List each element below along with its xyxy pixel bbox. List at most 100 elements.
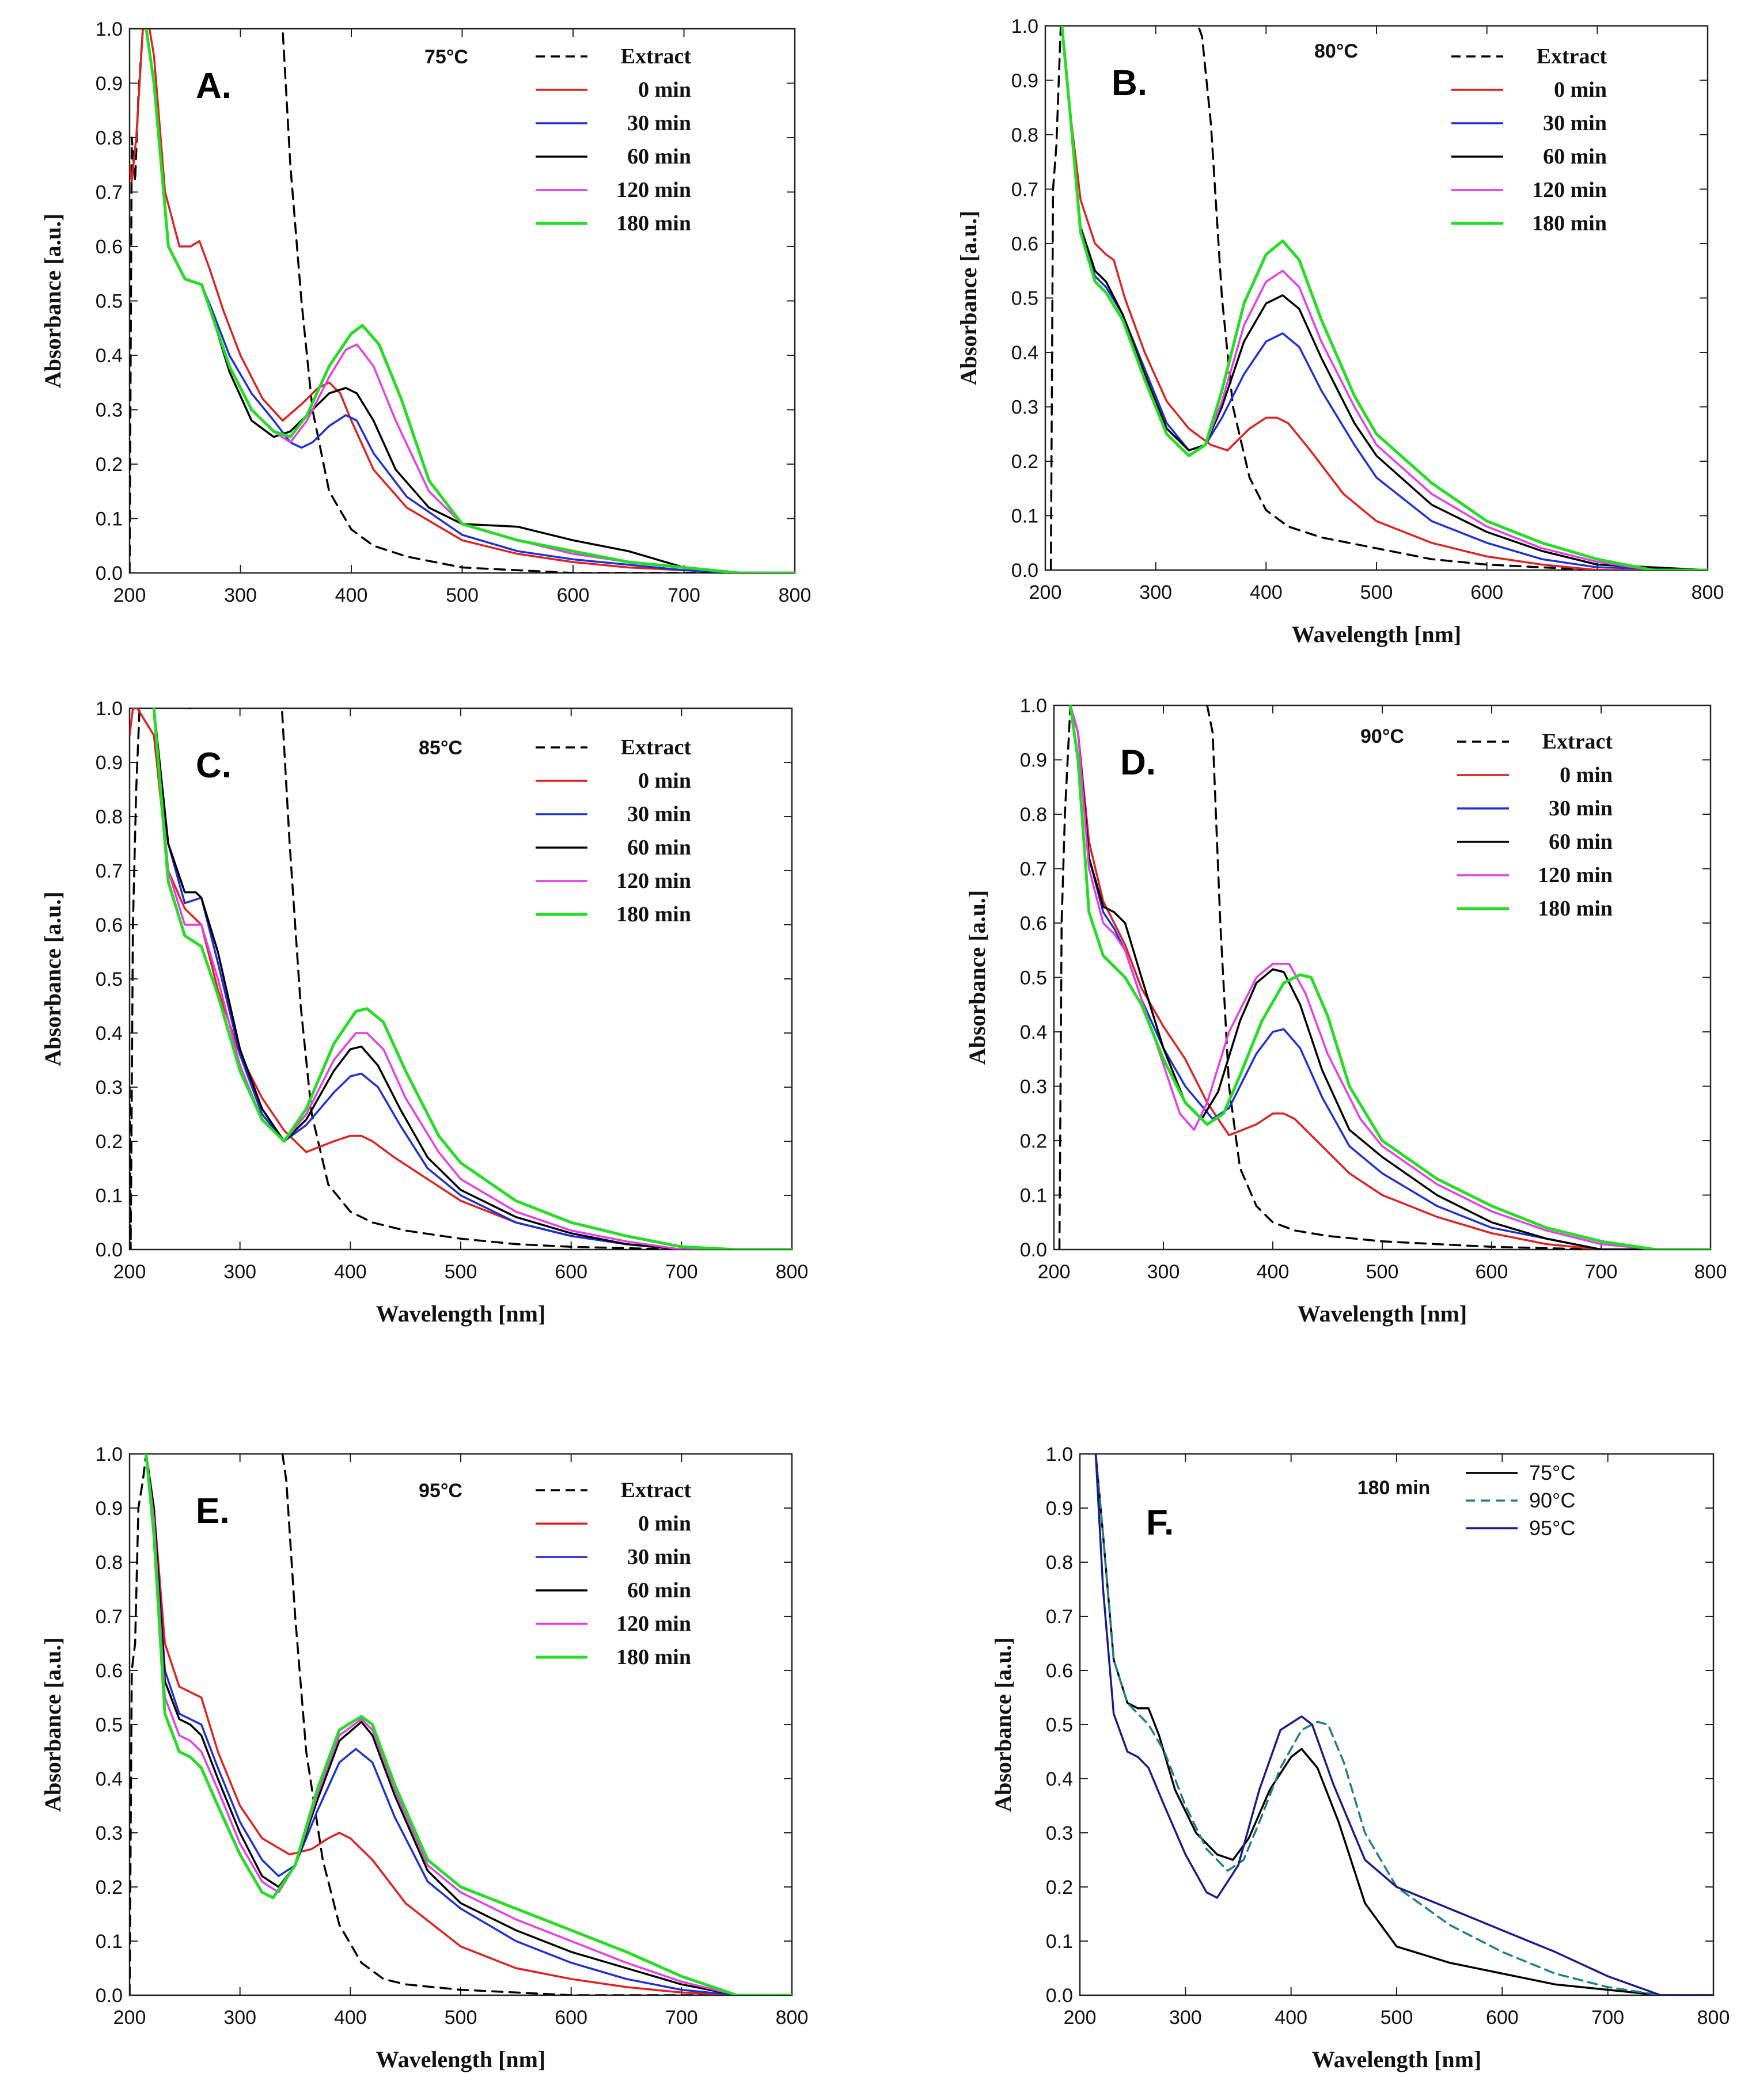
x-tick-label: 200 — [1038, 1261, 1071, 1283]
y-tick-label: 0.2 — [96, 1877, 123, 1898]
y-tick-label: 0.3 — [96, 400, 123, 421]
panel-f: 0.0 0.1 0.2 0.3 0.4 0.5 0.6 0.7 0.8 0.9 1.0 200 300 4… — [990, 1444, 1730, 2072]
legend-label: 120 min — [616, 869, 691, 893]
x-tick-label: 200 — [1029, 582, 1062, 603]
y-tick-label: 0.1 — [96, 1185, 123, 1207]
legend: Extract 0 min 30 min 60 min 120 min 180 min — [1457, 730, 1613, 921]
series-line-0-min — [1069, 705, 1711, 1250]
series-line-120-min — [1069, 705, 1711, 1250]
y-tick-label: 0.0 — [1011, 560, 1038, 582]
y-tick-label: 0.1 — [96, 1931, 123, 1953]
series-line-0-min — [1061, 26, 1708, 570]
legend-label: 0 min — [1554, 78, 1607, 102]
x-tick-label: 600 — [555, 2007, 587, 2029]
series-line-0-min — [145, 1454, 792, 1995]
legend-label: 0 min — [638, 769, 691, 793]
x-tick-label: 600 — [1486, 2007, 1519, 2029]
panel-letter: B. — [1112, 63, 1147, 103]
panel-title: 75°C — [424, 46, 468, 68]
series-line-95-c — [1094, 1454, 1713, 1995]
x-tick-label: 300 — [1139, 582, 1172, 603]
legend: Extract 0 min 30 min 60 min 120 min 180 min — [536, 44, 691, 236]
x-tick-label: 600 — [1476, 1261, 1508, 1283]
series-line-extract — [1049, 26, 1708, 570]
x-tick-label: 400 — [1275, 2007, 1307, 2029]
y-tick-label: 0.1 — [1020, 1185, 1047, 1207]
x-tick-label: 700 — [668, 584, 700, 606]
y-tick-label: 0.5 — [96, 1714, 123, 1736]
series-line-60-min — [1061, 26, 1708, 570]
legend-label: 90°C — [1529, 1488, 1575, 1512]
y-tick-label: 0.6 — [96, 1660, 123, 1682]
x-tick-label: 300 — [1147, 1261, 1180, 1283]
legend-label: 180 min — [1532, 211, 1607, 236]
y-tick-label: 1.0 — [96, 698, 123, 720]
legend-label: 60 min — [627, 836, 691, 860]
y-tick-label: 0.0 — [96, 563, 123, 584]
y-tick-label: 0.9 — [96, 73, 123, 95]
series-line-180-min — [152, 708, 792, 1250]
series-line-120-min — [145, 29, 795, 573]
y-tick-label: 0.4 — [1020, 1021, 1047, 1043]
legend-label: 60 min — [1543, 145, 1607, 169]
series-line-180-min — [145, 29, 795, 573]
y-tick-label: 0.7 — [96, 860, 123, 882]
panel-letter: F. — [1146, 1503, 1174, 1543]
series-line-0-min — [130, 29, 795, 573]
y-axis-label: Absorbance [a.u.] — [964, 890, 990, 1065]
panel-title: 180 min — [1357, 1477, 1431, 1499]
plot-frame — [128, 1453, 793, 1996]
legend-label: 180 min — [616, 211, 691, 236]
legend-label: 60 min — [627, 1578, 691, 1602]
y-tick-label: 0.5 — [1011, 288, 1038, 310]
series-line-60-min — [145, 1454, 792, 1995]
y-tick-label: 0.8 — [96, 127, 123, 149]
y-tick-label: 0.3 — [1020, 1076, 1047, 1098]
x-tick-label: 700 — [1581, 582, 1614, 603]
series-line-75-c — [1094, 1454, 1713, 1995]
legend-label: Extract — [1542, 730, 1613, 754]
y-tick-label: 0.5 — [1046, 1714, 1073, 1736]
x-tick-label: 800 — [1692, 582, 1724, 603]
y-tick-label: 0.4 — [1046, 1768, 1073, 1790]
legend-label: 180 min — [616, 1645, 691, 1669]
y-tick-label: 1.0 — [1011, 16, 1038, 37]
y-tick-label: 0.0 — [96, 1985, 123, 2007]
series-line-180-min — [145, 1454, 792, 1995]
x-tick-label: 400 — [335, 584, 368, 606]
y-tick-label: 0.3 — [1011, 397, 1038, 419]
legend-label: Extract — [621, 1478, 692, 1502]
plot-frame — [128, 707, 793, 1251]
x-tick-label: 600 — [557, 584, 590, 606]
legend-label: 30 min — [1549, 796, 1613, 821]
series-line-extract — [1058, 705, 1711, 1250]
panel-title: 95°C — [419, 1480, 462, 1502]
x-tick-label: 800 — [1697, 2007, 1730, 2029]
x-tick-label: 400 — [1257, 1261, 1290, 1283]
y-tick-label: 1.0 — [96, 1444, 123, 1465]
x-tick-label: 300 — [1169, 2007, 1202, 2029]
y-tick-label: 0.1 — [1046, 1931, 1073, 1953]
series-line-30-min — [145, 1454, 792, 1995]
x-tick-label: 500 — [1366, 1261, 1399, 1283]
legend-label: 30 min — [627, 1545, 691, 1569]
x-tick-label: 300 — [224, 584, 257, 606]
y-tick-label: 0.4 — [96, 1768, 123, 1790]
x-tick-label: 800 — [1694, 1261, 1727, 1283]
y-tick-label: 0.8 — [1011, 124, 1038, 146]
series-line-60-min — [145, 29, 795, 573]
y-axis-label: Absorbance [a.u.] — [990, 1637, 1016, 1812]
y-tick-label: 0.8 — [1046, 1552, 1073, 1574]
plot-frame — [1079, 1453, 1715, 1996]
y-tick-label: 0.3 — [96, 1077, 123, 1099]
y-tick-label: 1.0 — [1020, 695, 1047, 717]
legend-label: 0 min — [638, 78, 691, 102]
panel-title: 90°C — [1360, 726, 1404, 747]
x-tick-label: 700 — [665, 2007, 698, 2029]
x-tick-label: 300 — [223, 2007, 256, 2029]
series-line-120-min — [145, 1454, 792, 1995]
y-tick-label: 0.9 — [1046, 1498, 1073, 1520]
y-tick-label: 0.0 — [96, 1239, 123, 1261]
series-line-extract — [130, 708, 792, 1250]
